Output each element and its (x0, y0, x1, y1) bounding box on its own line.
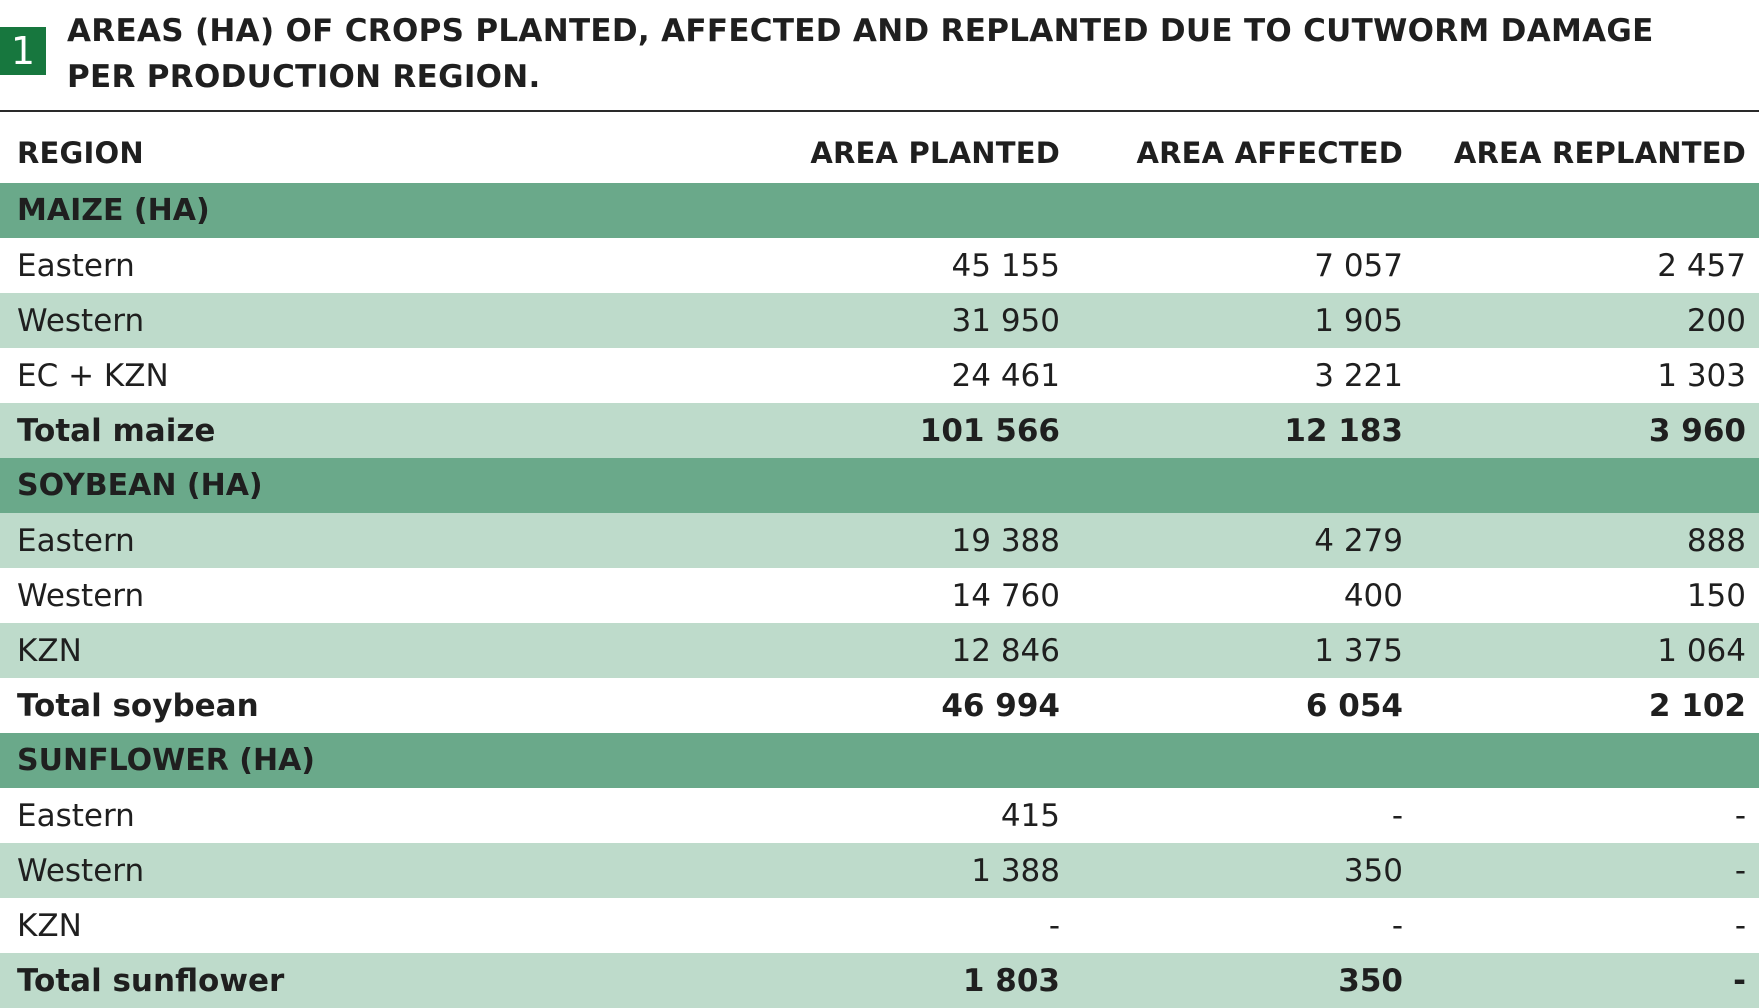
area-replanted-cell: 200 (1416, 293, 1759, 348)
area-planted-cell: 24 461 (740, 348, 1073, 403)
table-number-badge: 1 (0, 27, 46, 75)
total-replanted-cell: 2 102 (1416, 678, 1759, 733)
table-header: 1 AREAS (HA) OF CROPS PLANTED, AFFECTED … (0, 0, 1759, 112)
column-header-row: REGION AREA PLANTED AREA AFFECTED AREA R… (0, 122, 1759, 183)
area-replanted-cell: 150 (1416, 568, 1759, 623)
section-row-soybean: SOYBEAN (HA) (0, 458, 1759, 513)
area-affected-cell: 1 375 (1073, 623, 1416, 678)
area-replanted-cell: 888 (1416, 513, 1759, 568)
cutworm-damage-table: REGION AREA PLANTED AREA AFFECTED AREA R… (0, 122, 1759, 1008)
area-planted-cell: 1 388 (740, 843, 1073, 898)
table-row: Eastern 45 155 7 057 2 457 (0, 238, 1759, 293)
area-replanted-cell: - (1416, 898, 1759, 953)
column-header-area-replanted: AREA REPLANTED (1416, 122, 1759, 183)
section-row-sunflower: SUNFLOWER (HA) (0, 733, 1759, 788)
region-cell: Western (0, 843, 740, 898)
table-row: KZN - - - (0, 898, 1759, 953)
region-cell: Eastern (0, 238, 740, 293)
column-header-area-planted: AREA PLANTED (740, 122, 1073, 183)
area-planted-cell: - (740, 898, 1073, 953)
area-replanted-cell: 1 064 (1416, 623, 1759, 678)
total-label-cell: Total sunflower (0, 953, 740, 1008)
table-row: EC + KZN 24 461 3 221 1 303 (0, 348, 1759, 403)
area-affected-cell: 4 279 (1073, 513, 1416, 568)
area-planted-cell: 31 950 (740, 293, 1073, 348)
total-planted-cell: 46 994 (740, 678, 1073, 733)
area-affected-cell: 400 (1073, 568, 1416, 623)
total-replanted-cell: 3 960 (1416, 403, 1759, 458)
total-affected-cell: 12 183 (1073, 403, 1416, 458)
section-title: SUNFLOWER (HA) (0, 733, 1759, 788)
total-label-cell: Total maize (0, 403, 740, 458)
total-row-sunflower: Total sunflower 1 803 350 - (0, 953, 1759, 1008)
table-row: Eastern 19 388 4 279 888 (0, 513, 1759, 568)
region-cell: KZN (0, 898, 740, 953)
area-planted-cell: 415 (740, 788, 1073, 843)
total-planted-cell: 101 566 (740, 403, 1073, 458)
table-row: Western 31 950 1 905 200 (0, 293, 1759, 348)
total-affected-cell: 350 (1073, 953, 1416, 1008)
table-title: AREAS (HA) OF CROPS PLANTED, AFFECTED AN… (67, 13, 1654, 95)
area-affected-cell: - (1073, 898, 1416, 953)
region-cell: KZN (0, 623, 740, 678)
table-row: KZN 12 846 1 375 1 064 (0, 623, 1759, 678)
total-label-cell: Total soybean (0, 678, 740, 733)
region-cell: Eastern (0, 788, 740, 843)
table-row: Eastern 415 - - (0, 788, 1759, 843)
area-affected-cell: 1 905 (1073, 293, 1416, 348)
total-affected-cell: 6 054 (1073, 678, 1416, 733)
area-affected-cell: 3 221 (1073, 348, 1416, 403)
area-planted-cell: 45 155 (740, 238, 1073, 293)
area-replanted-cell: - (1416, 843, 1759, 898)
column-header-region: REGION (0, 122, 740, 183)
total-row-maize: Total maize 101 566 12 183 3 960 (0, 403, 1759, 458)
area-replanted-cell: - (1416, 788, 1759, 843)
region-cell: Western (0, 293, 740, 348)
area-planted-cell: 14 760 (740, 568, 1073, 623)
table-row: Western 14 760 400 150 (0, 568, 1759, 623)
table-row: Western 1 388 350 - (0, 843, 1759, 898)
area-affected-cell: - (1073, 788, 1416, 843)
region-cell: EC + KZN (0, 348, 740, 403)
region-cell: Western (0, 568, 740, 623)
section-row-maize: MAIZE (HA) (0, 183, 1759, 238)
section-title: MAIZE (HA) (0, 183, 1759, 238)
region-cell: Eastern (0, 513, 740, 568)
area-replanted-cell: 1 303 (1416, 348, 1759, 403)
section-title: SOYBEAN (HA) (0, 458, 1759, 513)
total-replanted-cell: - (1416, 953, 1759, 1008)
area-planted-cell: 12 846 (740, 623, 1073, 678)
area-planted-cell: 19 388 (740, 513, 1073, 568)
area-affected-cell: 350 (1073, 843, 1416, 898)
total-row-soybean: Total soybean 46 994 6 054 2 102 (0, 678, 1759, 733)
area-replanted-cell: 2 457 (1416, 238, 1759, 293)
total-planted-cell: 1 803 (740, 953, 1073, 1008)
column-header-area-affected: AREA AFFECTED (1073, 122, 1416, 183)
area-affected-cell: 7 057 (1073, 238, 1416, 293)
